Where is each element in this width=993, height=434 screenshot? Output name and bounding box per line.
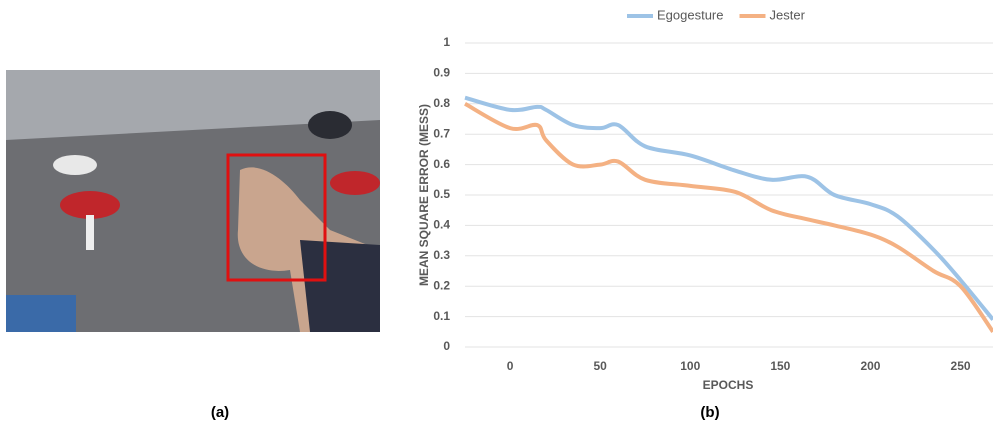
caption: (b) xyxy=(700,404,719,421)
x-tick-label: 50 xyxy=(593,359,607,373)
y-tick-label: 0.1 xyxy=(433,309,450,323)
x-tick-label: 0 xyxy=(507,359,514,373)
y-tick-label: 0.6 xyxy=(433,157,450,171)
x-tick-label: 250 xyxy=(951,359,971,373)
x-axis-title: EPOCHS xyxy=(703,378,754,392)
y-tick-label: 0 xyxy=(443,339,450,353)
y-tick-label: 0.3 xyxy=(433,248,450,262)
photo xyxy=(6,70,380,332)
line-series xyxy=(465,104,993,332)
y-tick-label: 1 xyxy=(443,35,450,49)
figure: (a) (b) MEAN SQUARE ERROR (MESS) EPOCHS … xyxy=(0,0,993,429)
x-tick-label: 150 xyxy=(770,359,790,373)
y-tick-label: 0.5 xyxy=(433,187,450,201)
legend-label: Jester xyxy=(770,7,806,22)
caption: (a) xyxy=(211,404,229,421)
y-tick-label: 0.2 xyxy=(433,278,450,292)
y-tick-label: 0.7 xyxy=(433,126,450,140)
legend-label: Egogesture xyxy=(657,7,724,22)
y-tick-label: 0.8 xyxy=(433,96,450,110)
y-tick-label: 0.4 xyxy=(433,218,450,232)
y-tick-label: 0.9 xyxy=(433,66,450,80)
y-axis-title: MEAN SQUARE ERROR (MESS) xyxy=(417,104,431,286)
x-tick-label: 200 xyxy=(860,359,880,373)
x-tick-label: 100 xyxy=(680,359,700,373)
